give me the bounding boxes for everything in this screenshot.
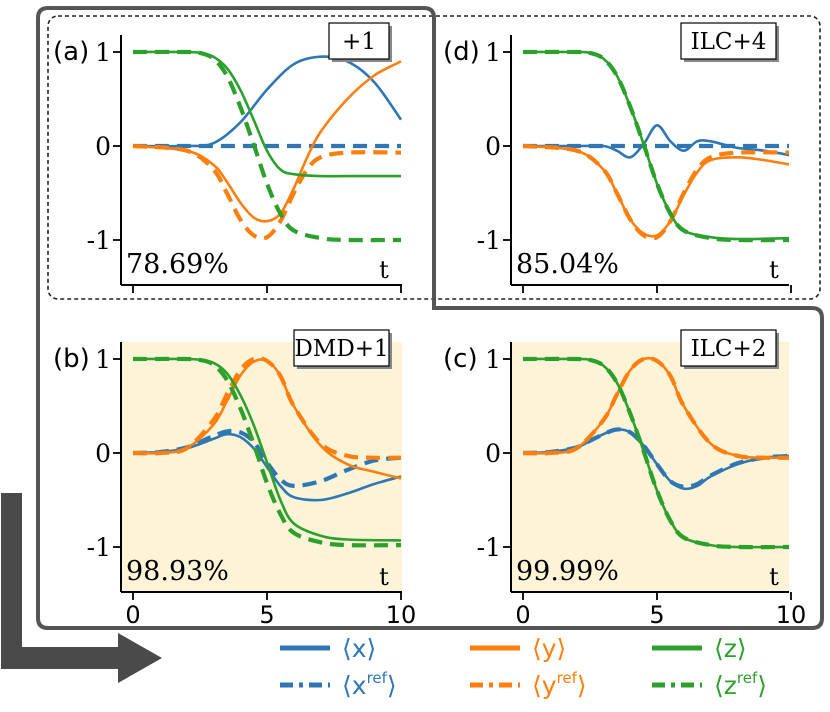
- method-label: +1: [342, 29, 376, 55]
- y-tick-label: 0: [95, 132, 111, 161]
- legend-zref-label: ⟨zref⟩: [714, 669, 767, 700]
- method-box: [680, 329, 777, 367]
- series-y-ref-line: [522, 356, 789, 460]
- method-label: DMD+1: [294, 336, 388, 362]
- series-y-ref-line: [522, 143, 789, 241]
- y-tick-label: 0: [485, 132, 501, 161]
- process-frame: [36, 6, 824, 630]
- fidelity-label: 78.69%: [126, 249, 229, 280]
- x-axis-label: t: [379, 256, 389, 284]
- legend: ⟨x⟩ ⟨xref⟩ ⟨y⟩ ⟨yref⟩ ⟨z⟩ ⟨zref⟩: [280, 634, 767, 700]
- series-group: [132, 49, 402, 243]
- legend-y-label: ⟨y⟩: [532, 634, 566, 663]
- panel-label: (b): [53, 344, 90, 374]
- fidelity-label: 85.04%: [516, 249, 619, 280]
- plot-background: [121, 342, 402, 592]
- series-x-ref-line: [522, 427, 789, 489]
- series-y-ref-line: [132, 356, 402, 460]
- x-axis-label: t: [379, 563, 389, 591]
- series-z-ref-line: [132, 49, 402, 243]
- y-tick-label: 0: [485, 439, 501, 468]
- x-tick-label: 10: [386, 601, 417, 629]
- series-x-line: [132, 55, 402, 148]
- panel-label: (c): [443, 344, 478, 374]
- series-z-ref-line: [522, 356, 789, 550]
- legend-xref-label: ⟨xref⟩: [342, 669, 397, 700]
- x-axis-label: t: [769, 563, 779, 591]
- fidelity-label: 98.93%: [126, 556, 229, 587]
- x-axis-label: t: [769, 256, 779, 284]
- flow-arrow: [1, 493, 162, 683]
- x-tick-label: 10: [776, 601, 807, 629]
- y-tick-label: 1: [485, 38, 501, 67]
- method-box: [680, 22, 777, 60]
- series-x-line: [523, 124, 789, 159]
- fidelity-label: 99.99%: [516, 556, 619, 587]
- y-tick-label: -1: [87, 533, 111, 562]
- y-tick-label: -1: [477, 226, 501, 255]
- x-tick-label: 5: [259, 601, 274, 629]
- x-tick-label: 0: [125, 601, 140, 629]
- y-tick-label: -1: [477, 533, 501, 562]
- method-label: ILC+4: [691, 29, 767, 55]
- legend-z-label: ⟨z⟩: [714, 634, 747, 663]
- y-tick-label: 1: [95, 345, 111, 374]
- method-label: ILC+2: [691, 336, 767, 362]
- series-z-ref-line: [132, 356, 402, 548]
- x-tick-label: 0: [515, 601, 530, 629]
- y-tick-label: -1: [87, 226, 111, 255]
- chart-panel: 1 0 -1 t (d) ILC+4 85.04%: [443, 22, 792, 293]
- series-y-ref-line: [132, 143, 402, 241]
- legend-yref-label: ⟨yref⟩: [532, 669, 587, 700]
- y-tick-label: 0: [95, 439, 111, 468]
- series-y-line: [522, 144, 789, 238]
- x-tick-label: 5: [649, 601, 664, 629]
- legend-x-label: ⟨x⟩: [342, 634, 376, 663]
- y-tick-label: 1: [95, 38, 111, 67]
- method-box: [328, 22, 390, 60]
- series-z-ref-line: [522, 49, 789, 243]
- panel-label: (d): [443, 37, 480, 67]
- series-group: [522, 49, 789, 243]
- panel-label: (a): [53, 37, 89, 67]
- chart-panel: 1 0 -1 t (a) +1 78.69%: [53, 22, 402, 293]
- series-group: [522, 356, 789, 550]
- method-box: [293, 329, 390, 367]
- chart-panel: 10-10 5 10t(b) DMD+198.93%: [53, 329, 417, 629]
- series-y-line: [132, 60, 402, 223]
- series-group: [132, 356, 402, 548]
- y-tick-label: 1: [485, 345, 501, 374]
- chart-panel: 10-10 5 10t(c) ILC+299.99%: [443, 329, 807, 629]
